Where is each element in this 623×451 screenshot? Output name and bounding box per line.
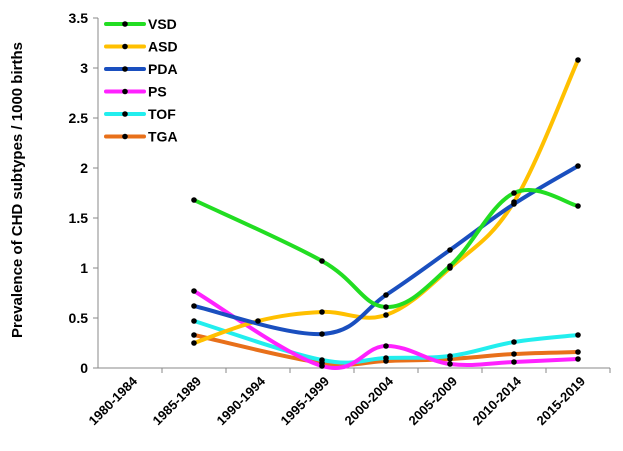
data-point-asd bbox=[383, 312, 389, 318]
x-tick-label: 1990-1994 bbox=[214, 373, 269, 428]
data-point-pda bbox=[511, 201, 517, 207]
data-point-tga bbox=[319, 360, 325, 366]
data-point-ps bbox=[447, 361, 453, 367]
y-tick-label: 3.5 bbox=[69, 10, 89, 26]
legend-marker-pda bbox=[122, 66, 128, 72]
y-tick-label: 2 bbox=[80, 160, 88, 176]
data-point-pda bbox=[447, 247, 453, 253]
data-point-tof bbox=[511, 339, 517, 345]
data-point-tof bbox=[191, 318, 197, 324]
data-point-asd bbox=[255, 318, 261, 324]
y-tick-label: 1.5 bbox=[69, 210, 89, 226]
legend-marker-tga bbox=[122, 133, 128, 140]
legend-marker-vsd bbox=[122, 21, 128, 27]
x-tick-label: 1980-1984 bbox=[86, 373, 141, 428]
x-tick-label: 2010-2014 bbox=[470, 373, 525, 428]
data-point-tga bbox=[383, 358, 389, 364]
data-point-asd bbox=[319, 309, 325, 315]
x-tick-label: 1995-1999 bbox=[278, 374, 333, 429]
data-point-pda bbox=[191, 303, 197, 309]
data-point-tga bbox=[191, 332, 197, 338]
data-point-ps bbox=[575, 356, 581, 362]
data-point-pda bbox=[575, 163, 581, 169]
data-point-vsd bbox=[575, 203, 581, 209]
x-tick-label: 1985-1989 bbox=[150, 374, 205, 429]
legend-label-asd: ASD bbox=[148, 39, 178, 55]
x-tick-label: 2005-2009 bbox=[406, 374, 461, 429]
y-tick-label: 3 bbox=[80, 60, 88, 76]
y-axis-title: Prevalence of CHD subtypes / 1000 births bbox=[9, 42, 26, 338]
data-point-vsd bbox=[383, 304, 389, 310]
data-point-ps bbox=[511, 359, 517, 365]
legend: VSD ASD PDA PS TOF TGA bbox=[104, 16, 178, 145]
legend-label-tof: TOF bbox=[148, 106, 176, 122]
y-tick-label: 0 bbox=[80, 360, 88, 376]
data-point-asd bbox=[575, 57, 581, 63]
legend-marker-tof bbox=[122, 111, 128, 117]
data-point-tga bbox=[447, 356, 453, 362]
data-point-tof bbox=[575, 332, 581, 338]
legend-marker-ps bbox=[122, 88, 128, 95]
legend-label-ps: PS bbox=[148, 84, 167, 100]
data-point-vsd bbox=[511, 190, 517, 196]
data-point-tga bbox=[575, 349, 581, 355]
data-point-vsd bbox=[191, 197, 197, 203]
series-line-vsd bbox=[192, 188, 580, 310]
data-point-pda bbox=[319, 331, 325, 337]
data-point-pda bbox=[383, 292, 389, 298]
y-tick-label: 1 bbox=[80, 260, 88, 276]
data-point-ps bbox=[383, 343, 389, 349]
data-point-asd bbox=[191, 340, 197, 346]
data-point-vsd bbox=[319, 258, 325, 264]
legend-label-pda: PDA bbox=[148, 61, 178, 77]
x-tick-label: 2000-2004 bbox=[342, 373, 397, 428]
legend-label-tga: TGA bbox=[148, 129, 178, 145]
points-group bbox=[191, 57, 581, 369]
data-point-tga bbox=[511, 351, 517, 357]
x-tick-label: 2015-2019 bbox=[534, 374, 589, 429]
data-point-ps bbox=[191, 288, 197, 294]
series-group bbox=[192, 58, 580, 370]
data-point-asd bbox=[447, 265, 453, 271]
y-tick-label: 2.5 bbox=[69, 110, 89, 126]
legend-label-vsd: VSD bbox=[148, 16, 177, 32]
y-tick-label: 0.5 bbox=[69, 310, 89, 326]
legend-marker-asd bbox=[122, 43, 128, 50]
